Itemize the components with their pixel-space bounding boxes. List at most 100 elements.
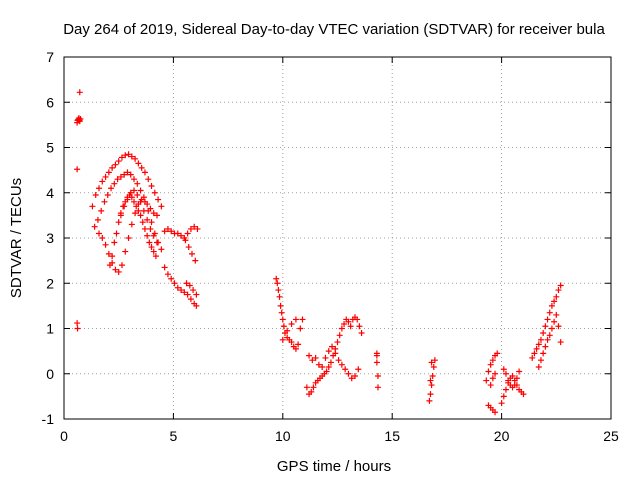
y-tick-label: 4 (46, 185, 54, 201)
data-point-arc-a (105, 169, 112, 176)
data-point-group-5-6-lower (193, 291, 200, 298)
data-point-group-11-13-b (329, 343, 336, 350)
data-point-group-17 (428, 359, 435, 366)
data-point-group-22-23-b (542, 343, 549, 350)
data-point-arc-a (128, 153, 135, 160)
data-point-group-19-21-b (492, 370, 499, 377)
data-point-arc-a (141, 169, 148, 176)
data-point-arc-e (140, 207, 147, 214)
data-point-group-11-13 (310, 384, 317, 391)
data-point-group-22-23-b (544, 336, 551, 343)
data-point-arc-b (111, 180, 118, 187)
data-point-group-10 (288, 320, 295, 327)
data-point-group-11-13 (327, 359, 334, 366)
data-point-group-22-23-b (535, 363, 542, 370)
data-point-group-22-23-b (555, 323, 562, 330)
x-tick-label: 15 (384, 428, 400, 444)
data-point-group-19-21 (498, 400, 505, 407)
data-point-arc-d (141, 225, 148, 232)
data-point-group-11-13-b (325, 348, 332, 355)
data-point-group-10 (295, 341, 302, 348)
data-point-group-5-6-upper (161, 228, 168, 235)
data-point-arc-a (89, 203, 96, 210)
data-point-arc-e (137, 198, 144, 205)
data-point-group-19-21 (487, 361, 494, 368)
data-point-group-5-6-lower (184, 291, 191, 298)
data-point-arc-a (112, 161, 119, 168)
data-point-arc-e (144, 216, 151, 223)
data-point-group-10 (284, 327, 291, 334)
data-point-arc-b (114, 176, 121, 183)
data-point-arc-b (121, 171, 128, 178)
data-point-arc-c (128, 221, 135, 228)
data-point-arc-a (102, 173, 109, 180)
data-point-group-17 (428, 382, 435, 389)
data-point-group-22-23-b (537, 357, 544, 364)
data-point-arc-c (105, 250, 112, 257)
data-point-group-5-6-lower (171, 280, 178, 287)
y-axis-label: SDTVAR / TECUs (8, 178, 25, 298)
data-point-arc-e (131, 187, 138, 194)
data-point-group-22-23 (548, 302, 555, 309)
data-point-arc-b (108, 185, 115, 192)
data-point-arc-a (122, 152, 129, 159)
data-point-group-11-13 (354, 316, 361, 323)
data-point-group-17 (430, 363, 437, 370)
data-point-group-5-6-upper (184, 230, 191, 237)
data-point-arc-e (127, 189, 134, 196)
data-point-group-10 (292, 345, 299, 352)
data-point-group-5-6-upper (188, 250, 195, 257)
data-point-group-22-23 (551, 298, 558, 305)
x-axis-label: GPS time / hours (277, 458, 391, 475)
data-point-arc-a (92, 192, 99, 199)
data-point-arc-d (131, 198, 138, 205)
data-point-arc-d (115, 219, 122, 226)
data-point-group-5-6-upper (168, 228, 175, 235)
y-axis-ticks: -1 0 1 2 3 4 5 6 7 (42, 49, 611, 427)
x-tick-label: 5 (170, 428, 178, 444)
data-point-group-11-13-b (319, 363, 326, 370)
data-point-group-14 (374, 384, 381, 391)
data-point-arc-b (134, 180, 141, 187)
data-point-arc-a (148, 182, 155, 189)
data-point-early-isolated (76, 89, 83, 96)
data-point-arc-c (96, 230, 103, 237)
data-point-group-22-23-b (540, 350, 547, 357)
data-point-group-19-21 (502, 386, 509, 393)
data-point-group-17 (427, 391, 434, 398)
data-point-arc-a (96, 185, 103, 192)
data-point-arc-d (133, 203, 140, 210)
data-point-group-11-13-b (352, 373, 359, 380)
data-point-arc-b (153, 212, 160, 219)
data-point-group-11-13 (341, 320, 348, 327)
data-point-group-22-23-b (546, 332, 553, 339)
data-point-arc-b (150, 210, 157, 217)
data-point-group-5-6-lower (183, 280, 190, 287)
data-point-group-11-13 (336, 332, 343, 339)
data-point-arc-e (134, 192, 141, 199)
data-point-group-5-6-upper (182, 237, 189, 244)
data-point-group-10 (273, 275, 280, 282)
data-point-group-5-6-lower (174, 284, 181, 291)
data-point-arc-e (124, 196, 131, 203)
data-point-arc-b (104, 192, 111, 199)
data-point-group-19-21 (500, 393, 507, 400)
data-point-group-11-13-b (335, 357, 342, 364)
data-point-group-11-13 (308, 388, 315, 395)
data-point-group-5-6-upper (192, 257, 199, 264)
data-point-arc-d (128, 194, 135, 201)
data-point-arc-c (122, 248, 129, 255)
data-point-arc-a (135, 160, 142, 167)
data-point-arc-a (155, 196, 162, 203)
data-point-arc-c (115, 268, 122, 275)
data-point-group-19-21 (489, 357, 496, 364)
data-point-group-10 (275, 287, 282, 294)
data-point-arc-a (125, 151, 132, 158)
data-point-arc-c (158, 246, 165, 253)
chart-title: Day 264 of 2019, Sidereal Day-to-day VTE… (63, 21, 605, 38)
data-point-arc-c (102, 241, 109, 248)
data-point-group-11-13 (356, 323, 363, 330)
data-point-arc-b (127, 171, 134, 178)
data-point-group-5-6-lower (168, 275, 175, 282)
